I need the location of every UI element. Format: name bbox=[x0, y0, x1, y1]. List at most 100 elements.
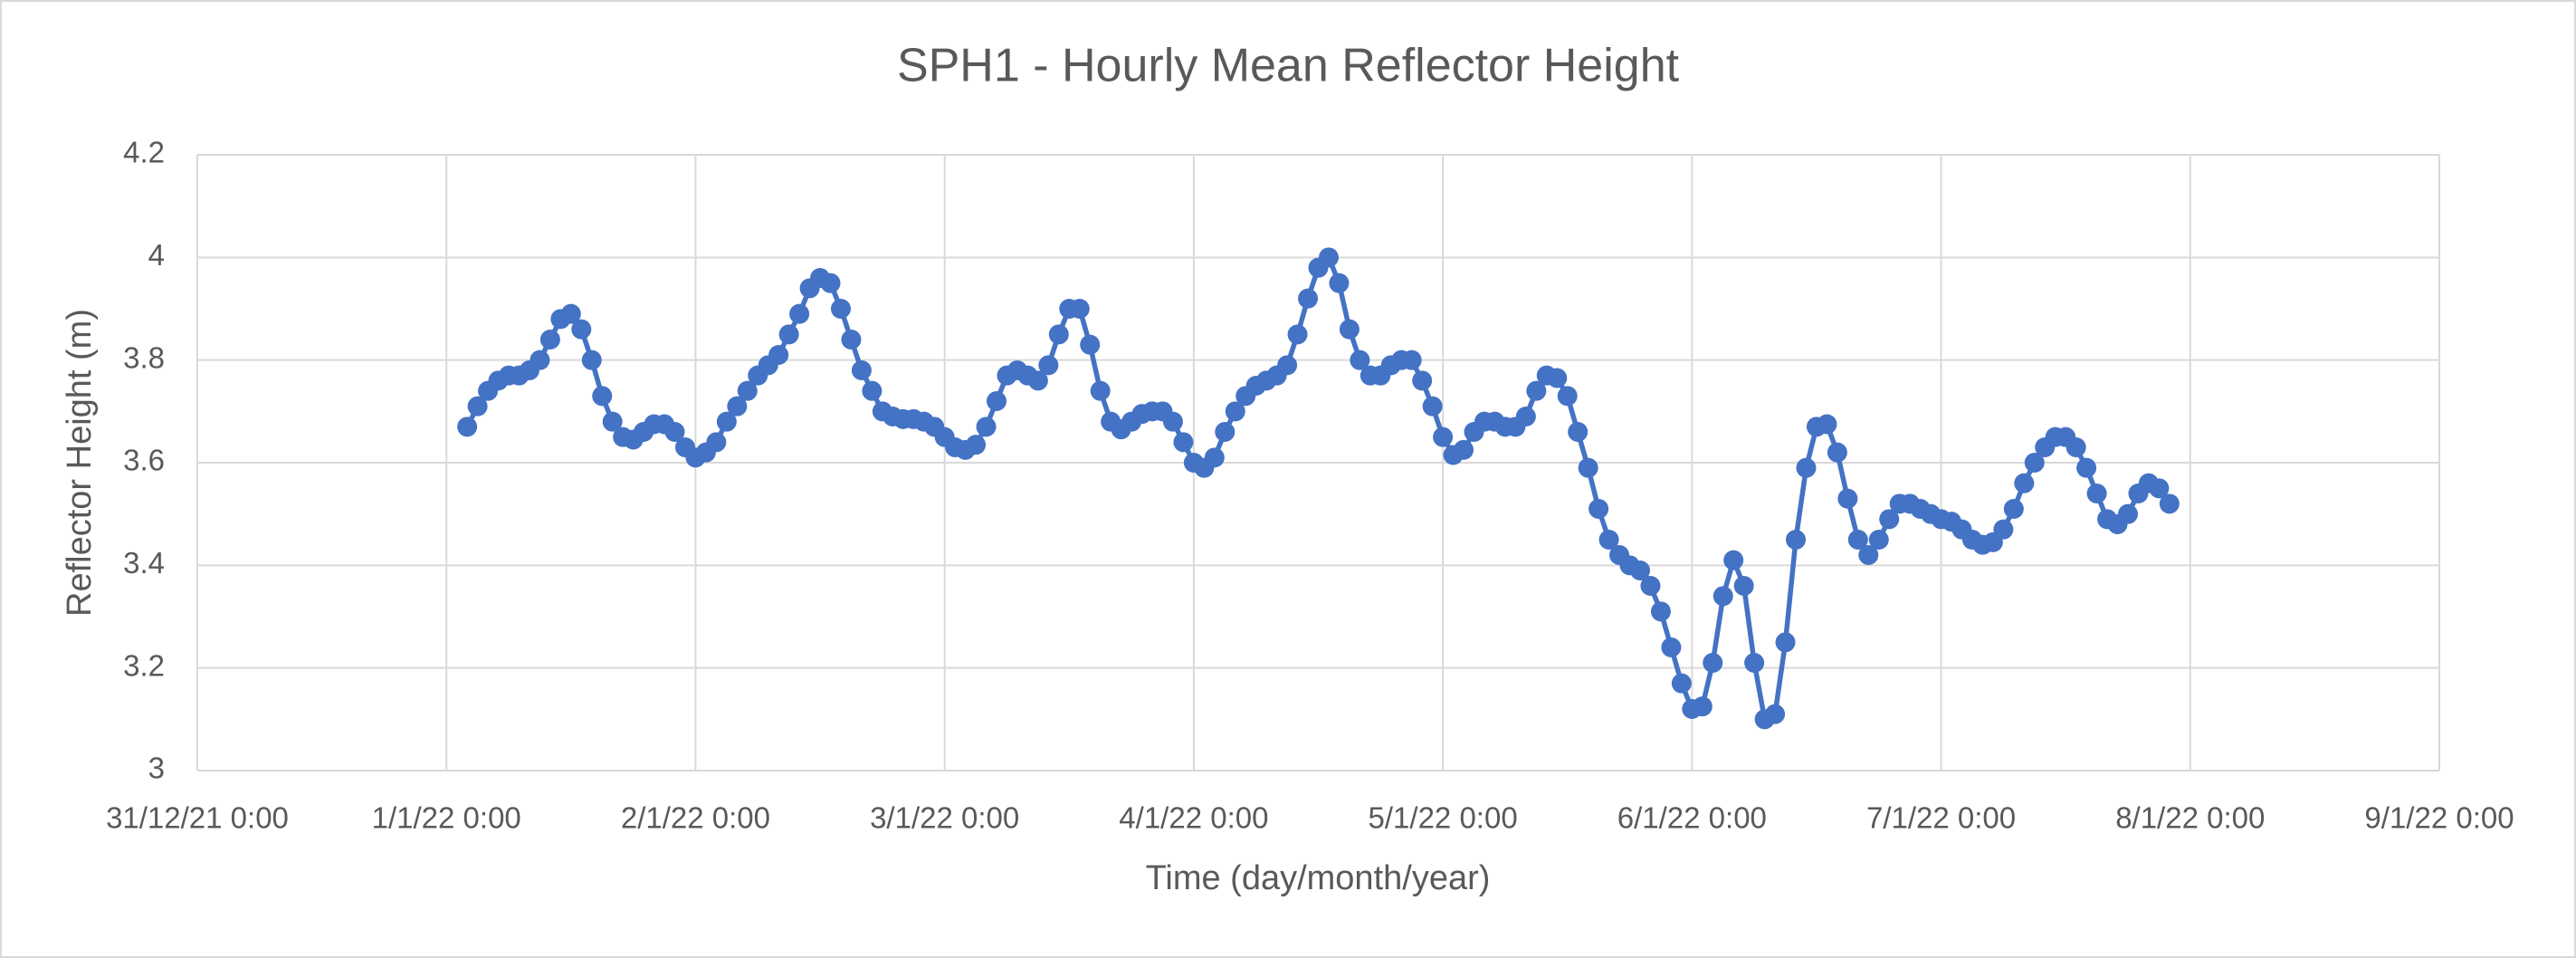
data-point bbox=[1454, 439, 1474, 460]
data-point bbox=[1318, 247, 1339, 268]
data-point bbox=[841, 330, 862, 350]
data-point bbox=[1993, 519, 2014, 540]
data-point bbox=[1173, 432, 1194, 453]
data-point bbox=[1215, 422, 1236, 442]
y-tick-label: 3 bbox=[148, 752, 165, 785]
data-point bbox=[1723, 550, 1744, 570]
x-tick-label: 7/1/22 0:00 bbox=[1866, 801, 2016, 835]
data-point bbox=[1069, 299, 1090, 319]
data-point bbox=[539, 330, 560, 350]
data-point bbox=[602, 411, 623, 432]
data-point bbox=[987, 391, 1007, 411]
x-axis-title: Time (day/month/year) bbox=[1146, 859, 1491, 897]
data-point bbox=[1598, 530, 1619, 550]
y-tick-label: 3.8 bbox=[123, 340, 165, 374]
data-point bbox=[1817, 414, 1837, 435]
data-point bbox=[2086, 484, 2107, 503]
x-tick-label: 4/1/22 0:00 bbox=[1119, 801, 1268, 835]
data-point bbox=[1277, 355, 1298, 376]
x-tick-label: 6/1/22 0:00 bbox=[1617, 801, 1767, 835]
data-point bbox=[2014, 473, 2035, 493]
data-point bbox=[1650, 601, 1671, 622]
data-point bbox=[1589, 499, 1609, 519]
data-point bbox=[789, 303, 810, 324]
data-point bbox=[1733, 576, 1754, 596]
data-point bbox=[768, 345, 789, 365]
x-tick-label: 2/1/22 0:00 bbox=[621, 801, 770, 835]
x-tick-label: 31/12/21 0:00 bbox=[106, 801, 289, 835]
data-point bbox=[716, 411, 737, 432]
data-point bbox=[1038, 355, 1059, 376]
data-point bbox=[1090, 380, 1111, 401]
x-tick-label: 5/1/22 0:00 bbox=[1369, 801, 1518, 835]
data-point bbox=[1765, 704, 1786, 724]
data-point bbox=[1526, 380, 1547, 401]
data-point bbox=[1557, 386, 1578, 407]
data-point bbox=[851, 360, 872, 380]
data-point bbox=[2024, 453, 2045, 473]
data-point bbox=[530, 350, 550, 370]
data-point bbox=[1568, 422, 1589, 442]
data-point bbox=[1339, 319, 1360, 340]
data-point bbox=[862, 380, 883, 401]
data-point bbox=[1744, 653, 1765, 673]
data-point bbox=[1847, 530, 1868, 550]
data-point bbox=[1422, 396, 1443, 417]
data-point bbox=[1868, 530, 1889, 550]
data-point bbox=[966, 435, 987, 455]
data-point bbox=[820, 273, 841, 293]
data-point bbox=[976, 417, 997, 437]
y-tick-label: 4 bbox=[148, 238, 165, 272]
y-tick-label: 4.2 bbox=[123, 136, 165, 169]
data-point bbox=[1401, 350, 1422, 370]
data-point bbox=[1412, 370, 1433, 391]
data-point bbox=[1640, 576, 1661, 596]
data-point bbox=[1225, 401, 1245, 422]
data-point bbox=[1796, 457, 1817, 478]
data-point bbox=[1879, 509, 1900, 530]
data-point bbox=[1547, 368, 1568, 388]
data-point bbox=[1048, 324, 1069, 345]
data-point bbox=[2076, 457, 2097, 478]
x-tick-label: 3/1/22 0:00 bbox=[870, 801, 1019, 835]
data-point bbox=[1827, 442, 1847, 463]
data-point bbox=[1671, 673, 1692, 694]
data-point bbox=[1204, 447, 1225, 468]
data-point bbox=[830, 299, 851, 319]
data-point bbox=[560, 303, 581, 324]
data-point bbox=[1837, 488, 1858, 509]
data-point bbox=[1080, 334, 1101, 355]
data-point bbox=[571, 319, 592, 340]
data-point bbox=[2066, 437, 2086, 457]
data-point bbox=[1775, 632, 1796, 653]
y-axis-title: Reflector Height (m) bbox=[61, 309, 99, 617]
x-tick-label: 8/1/22 0:00 bbox=[2115, 801, 2265, 835]
x-tick-label: 9/1/22 0:00 bbox=[2364, 801, 2514, 835]
data-point bbox=[727, 396, 748, 417]
data-point bbox=[1433, 426, 1454, 447]
data-point bbox=[592, 386, 613, 407]
data-point bbox=[1703, 653, 1723, 673]
data-point bbox=[2003, 499, 2024, 519]
data-point bbox=[1786, 530, 1807, 550]
data-point bbox=[778, 324, 799, 345]
data-point bbox=[1287, 324, 1308, 345]
data-point bbox=[1515, 407, 1536, 426]
data-point bbox=[1350, 350, 1370, 370]
data-point bbox=[1329, 273, 1350, 293]
data-point bbox=[581, 350, 602, 370]
data-point bbox=[664, 422, 685, 442]
data-point bbox=[1661, 637, 1682, 657]
data-point bbox=[1692, 696, 1713, 717]
data-point bbox=[1162, 411, 1183, 432]
data-point bbox=[1578, 457, 1598, 478]
data-point bbox=[2117, 503, 2138, 524]
data-point bbox=[1713, 586, 1733, 607]
data-point bbox=[457, 417, 478, 437]
data-point bbox=[1629, 560, 1650, 580]
y-tick-label: 3.6 bbox=[123, 444, 165, 477]
data-point bbox=[1027, 370, 1048, 391]
y-tick-label: 3.4 bbox=[123, 546, 165, 580]
